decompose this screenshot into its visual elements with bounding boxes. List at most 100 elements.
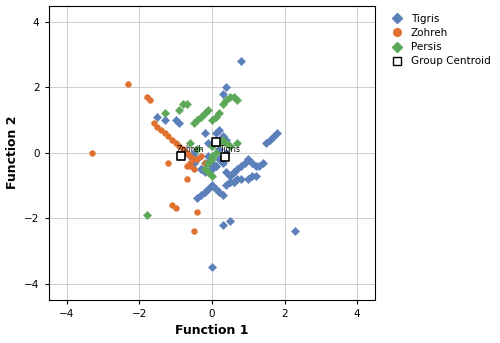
Point <box>270 134 278 139</box>
Point <box>255 163 263 168</box>
Point <box>208 160 216 165</box>
Point <box>215 156 223 162</box>
Point <box>222 98 230 103</box>
Point <box>212 140 220 145</box>
Point <box>212 163 220 168</box>
Point <box>150 120 158 126</box>
Point <box>179 101 187 106</box>
Point <box>160 130 168 136</box>
Point <box>215 127 223 132</box>
Point <box>182 150 190 155</box>
Point <box>248 173 256 178</box>
Point <box>200 169 208 175</box>
Point <box>190 228 198 234</box>
Point <box>190 166 198 172</box>
Point <box>197 153 205 159</box>
Point <box>219 137 227 142</box>
Point <box>194 196 202 201</box>
Point <box>234 176 241 181</box>
Point <box>197 166 205 172</box>
Point <box>204 186 212 191</box>
Point <box>208 143 216 149</box>
Point <box>182 101 190 106</box>
Point <box>182 176 190 181</box>
Point <box>212 130 220 136</box>
Point <box>142 212 150 217</box>
Point <box>226 218 234 224</box>
Point <box>200 111 208 116</box>
Point <box>154 114 162 119</box>
Point <box>208 264 216 270</box>
Point <box>179 147 187 152</box>
Point <box>226 143 234 149</box>
Point <box>204 153 212 159</box>
Point <box>212 114 220 119</box>
X-axis label: Function 1: Function 1 <box>175 324 248 338</box>
Point <box>194 209 202 214</box>
Point <box>204 107 212 113</box>
Point <box>204 169 212 175</box>
Point <box>222 137 230 142</box>
Point <box>194 117 202 123</box>
Point <box>237 58 245 64</box>
Text: Zohreh: Zohreh <box>176 145 204 154</box>
Point <box>215 189 223 195</box>
Point <box>197 114 205 119</box>
Point <box>219 134 227 139</box>
Point <box>219 160 227 165</box>
Point <box>234 166 241 172</box>
Point <box>176 107 184 113</box>
Point <box>160 117 168 123</box>
Point <box>172 205 179 211</box>
Text: Tigris: Tigris <box>220 145 242 154</box>
Point <box>230 169 238 175</box>
Point <box>237 163 245 168</box>
Point <box>172 117 179 123</box>
Point <box>186 160 194 165</box>
Point <box>215 147 223 152</box>
Point <box>219 222 227 227</box>
Point <box>200 166 208 172</box>
Point <box>186 140 194 146</box>
Point <box>212 150 220 155</box>
Point <box>176 120 184 126</box>
Point <box>157 127 165 132</box>
Point <box>234 140 241 146</box>
Point <box>200 189 208 195</box>
Point <box>186 153 194 159</box>
Point <box>208 117 216 123</box>
Point <box>200 130 208 136</box>
Point <box>230 179 238 185</box>
Point <box>244 156 252 162</box>
Point <box>230 169 238 175</box>
Point <box>230 94 238 100</box>
Point <box>219 101 227 106</box>
Point <box>186 163 194 168</box>
Point <box>259 160 267 165</box>
Point <box>168 137 176 142</box>
Point <box>230 179 238 185</box>
Point <box>190 150 198 155</box>
Point <box>200 160 208 165</box>
Point <box>208 173 216 178</box>
Point <box>208 183 216 188</box>
Point <box>226 179 234 185</box>
Point <box>220 154 228 159</box>
Point <box>194 156 202 162</box>
Point <box>226 179 234 185</box>
Point <box>237 176 245 181</box>
Point <box>197 166 205 172</box>
Point <box>222 150 230 155</box>
Point <box>274 130 281 136</box>
Point <box>219 91 227 97</box>
Point <box>176 143 184 149</box>
Point <box>124 81 132 87</box>
Point <box>252 163 260 168</box>
Point <box>186 153 194 159</box>
Point <box>208 166 216 172</box>
Point <box>212 163 220 168</box>
Point <box>215 111 223 116</box>
Point <box>182 163 190 168</box>
Point <box>222 85 230 90</box>
Point <box>208 163 216 168</box>
